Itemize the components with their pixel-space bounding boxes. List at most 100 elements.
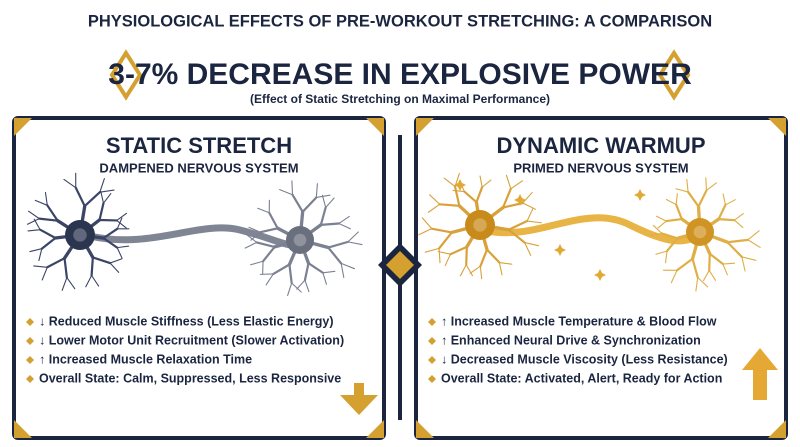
dendrite	[522, 202, 537, 210]
dendrite	[722, 262, 736, 265]
bullet-marker	[26, 318, 34, 326]
dendrite	[245, 233, 258, 243]
neuron-nucleus	[693, 225, 707, 239]
dendrite	[733, 212, 744, 221]
neuron	[418, 172, 542, 280]
dendrite	[657, 220, 667, 229]
dendrite	[479, 265, 483, 280]
dendrite	[319, 206, 327, 226]
static-panel	[12, 116, 386, 440]
dendrite	[338, 215, 350, 225]
dendrite	[250, 231, 261, 241]
dendrite	[102, 227, 119, 240]
dendrite	[655, 215, 667, 222]
down-arrow	[340, 383, 378, 415]
dendrite	[91, 256, 112, 265]
dendrite	[498, 261, 503, 276]
dendrite	[459, 264, 467, 277]
panel-subtitle: PRIMED NERVOUS SYSTEM	[513, 160, 688, 175]
dendrite	[697, 276, 709, 288]
dendrite	[39, 228, 57, 240]
dendrite	[526, 207, 534, 222]
neuron-body	[65, 220, 95, 250]
dendrite	[338, 222, 351, 230]
dendrite	[507, 228, 526, 244]
dendrite	[421, 217, 433, 230]
dendrite	[291, 193, 304, 213]
dendrite	[522, 191, 533, 204]
dendrite	[98, 202, 105, 222]
dendrite	[116, 217, 123, 230]
bullet-text: ↑ Increased Muscle Temperature & Blood F…	[441, 314, 717, 328]
dendrite	[116, 212, 128, 221]
dendrite	[116, 245, 130, 249]
panel-title: DYNAMIC WARMUP	[497, 133, 706, 158]
dendrite	[347, 231, 359, 243]
dendrite	[741, 256, 746, 272]
dendrite	[85, 274, 93, 288]
dendrite	[686, 190, 700, 208]
dendrite	[268, 211, 279, 230]
dendrite	[485, 248, 501, 264]
dendrite	[427, 203, 441, 213]
dendrite	[475, 186, 484, 204]
bullet-marker	[428, 337, 436, 345]
dendrite	[265, 273, 274, 286]
axon	[468, 214, 707, 245]
dendrite	[479, 175, 483, 188]
bullet-text: ↑ Increased Muscle Relaxation Time	[39, 352, 252, 366]
dendrite	[510, 180, 524, 190]
bullet-marker	[26, 337, 34, 345]
dendrite	[116, 247, 123, 259]
dendrite	[102, 237, 119, 249]
dendrite	[717, 203, 727, 221]
dendrite	[463, 190, 478, 204]
dendrite	[102, 193, 112, 204]
dendrite	[38, 248, 43, 262]
dendrite	[722, 263, 728, 276]
dendrite	[505, 174, 512, 190]
dendrite	[660, 232, 679, 240]
banner-ornament	[109, 49, 691, 101]
panel-title: STATIC STRETCH	[106, 133, 292, 158]
dendrite	[255, 241, 276, 249]
dendrite	[29, 248, 43, 253]
dendrite	[99, 178, 105, 193]
dendrite	[261, 245, 276, 263]
dendrite	[287, 282, 293, 297]
dendrite	[40, 236, 57, 250]
sparkle	[514, 194, 526, 206]
dendrite	[46, 204, 59, 222]
dendrite	[724, 199, 736, 206]
dendrite	[675, 203, 683, 221]
dendrite	[665, 237, 679, 253]
dendrite	[307, 262, 324, 274]
dendrite	[429, 194, 441, 205]
dendrite	[438, 247, 441, 264]
sparkle	[634, 189, 646, 201]
neuron-nucleus	[73, 228, 87, 242]
dendrite	[733, 219, 744, 229]
dendrite	[116, 219, 127, 229]
dendrite	[438, 203, 461, 207]
dendrite	[315, 183, 318, 199]
dendrite	[479, 248, 489, 268]
dendrite	[63, 178, 77, 189]
dendrite	[244, 241, 258, 249]
dendrite	[655, 250, 668, 255]
dendrite	[109, 262, 120, 273]
dendrite	[452, 189, 465, 193]
dendrite	[288, 263, 293, 285]
dendrite	[501, 187, 512, 209]
dendrite	[722, 193, 727, 206]
dendrite	[675, 188, 689, 193]
neuron-nucleus	[293, 233, 307, 247]
dendrite	[705, 182, 717, 191]
dendrite	[28, 210, 40, 220]
dendrite	[99, 189, 115, 193]
dendrite	[444, 253, 452, 267]
dendrite	[675, 193, 678, 206]
dendrite	[424, 247, 440, 253]
dendrite	[83, 191, 101, 208]
